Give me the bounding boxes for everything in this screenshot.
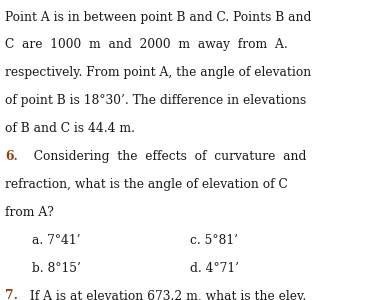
Text: Considering  the  effects  of  curvature  and: Considering the effects of curvature and — [26, 150, 307, 163]
Text: of point B is 18°30’. The difference in elevations: of point B is 18°30’. The difference in … — [5, 94, 306, 107]
Text: from A?: from A? — [5, 206, 54, 219]
Text: c. 5°81’: c. 5°81’ — [190, 234, 238, 247]
Text: of B and C is 44.4 m.: of B and C is 44.4 m. — [5, 122, 135, 135]
Text: C  are  1000  m  and  2000  m  away  from  A.: C are 1000 m and 2000 m away from A. — [5, 38, 288, 51]
Text: If A is at elevation 673.2 m, what is the elev.: If A is at elevation 673.2 m, what is th… — [26, 290, 306, 300]
Text: a. 7°41’: a. 7°41’ — [32, 234, 80, 247]
Text: b. 8°15’: b. 8°15’ — [32, 262, 80, 275]
Text: refraction, what is the angle of elevation of C: refraction, what is the angle of elevati… — [5, 178, 288, 191]
Text: d. 4°71’: d. 4°71’ — [190, 262, 239, 275]
Text: 7.: 7. — [5, 290, 18, 300]
Text: respectively. From point A, the angle of elevation: respectively. From point A, the angle of… — [5, 66, 311, 79]
Text: 6.: 6. — [5, 150, 17, 163]
Text: Point A is in between point B and C. Points B and: Point A is in between point B and C. Poi… — [5, 11, 311, 23]
